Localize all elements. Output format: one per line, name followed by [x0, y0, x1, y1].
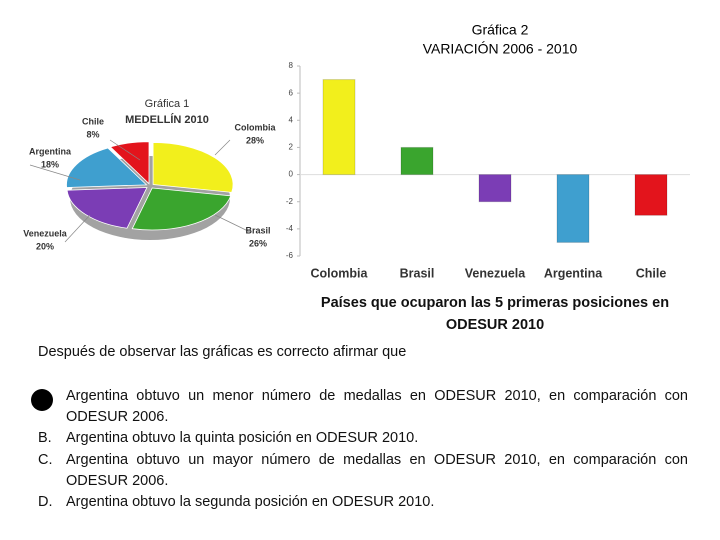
option-text: Argentina obtuvo un menor número de meda… — [66, 388, 688, 425]
x-tick-label: Brasil — [400, 266, 435, 280]
y-tick-label: 4 — [289, 115, 294, 124]
pie-label-value: 28% — [246, 135, 264, 145]
pie-label-value: 26% — [249, 238, 267, 248]
y-tick-label: 0 — [289, 170, 294, 179]
bar — [556, 174, 590, 243]
y-tick-label: 6 — [289, 88, 294, 97]
charts: Gráfica 2 VARIACIÓN 2006 - 2010 Gráfica … — [23, 21, 690, 281]
leader-line — [109, 139, 141, 161]
x-tick-label: Venezuela — [465, 266, 526, 280]
option[interactable]: Argentina obtuvo un menor número de meda… — [38, 386, 688, 428]
bar — [478, 174, 512, 203]
pie-slice — [66, 187, 148, 229]
option-letter: D. — [38, 494, 53, 510]
pie-label-value: 20% — [36, 241, 54, 251]
pie-label-value: 18% — [41, 159, 59, 169]
x-tick-label: Colombia — [311, 266, 369, 280]
x-tick-label: Chile — [636, 266, 667, 280]
option-text: Argentina obtuvo un mayor número de meda… — [66, 452, 688, 489]
y-tick-label: -4 — [286, 224, 294, 233]
pie-label-name: Colombia — [234, 122, 276, 132]
bar — [322, 79, 356, 176]
y-tick-label: -2 — [286, 197, 294, 206]
bar-chart-title: Gráfica 2 — [472, 22, 529, 38]
pie-label-name: Argentina — [29, 146, 72, 156]
option[interactable]: D. Argentina obtuvo la segunda posición e… — [38, 492, 688, 513]
option-letter: C. — [38, 452, 53, 468]
bar — [400, 146, 434, 176]
pie-label-name: Brasil — [245, 225, 270, 235]
y-tick-label: 2 — [289, 143, 294, 152]
pie-slice — [152, 142, 234, 193]
bar-chart-caption: Países que ocuparon las 5 primeras posic… — [320, 295, 670, 333]
option[interactable]: C. Argentina obtuvo un mayor número de me… — [38, 450, 688, 492]
option-text: Argentina obtuvo la segunda posición en … — [66, 494, 435, 510]
pie-slice — [66, 147, 148, 188]
x-tick-label: Argentina — [544, 266, 603, 280]
pie-label-value: 8% — [86, 129, 99, 139]
pie-chart-title: Gráfica 1 — [145, 98, 190, 110]
pie-label-name: Venezuela — [23, 228, 68, 238]
pie-chart-subtitle: MEDELLÍN 2010 — [125, 113, 209, 126]
option-letter: B. — [38, 430, 52, 446]
pie-slice — [109, 141, 150, 185]
pie-label-name: Chile — [82, 116, 104, 126]
pie-slice — [131, 187, 232, 231]
leader-line — [64, 214, 91, 243]
question: Después de observar las gráficas es corr… — [38, 344, 407, 360]
leader-line — [214, 139, 231, 156]
bar-chart-subtitle: VARIACIÓN 2006 - 2010 — [423, 41, 578, 57]
bar — [634, 174, 668, 216]
option[interactable]: B. Argentina obtuvo la quinta posición en… — [38, 428, 688, 449]
leader-line — [29, 164, 81, 181]
option-text: Argentina obtuvo la quinta posición en O… — [66, 430, 419, 446]
y-tick-label: -6 — [286, 251, 294, 260]
selected-marker — [31, 389, 53, 411]
leader-line — [214, 214, 251, 233]
y-tick-label: 8 — [289, 61, 294, 70]
